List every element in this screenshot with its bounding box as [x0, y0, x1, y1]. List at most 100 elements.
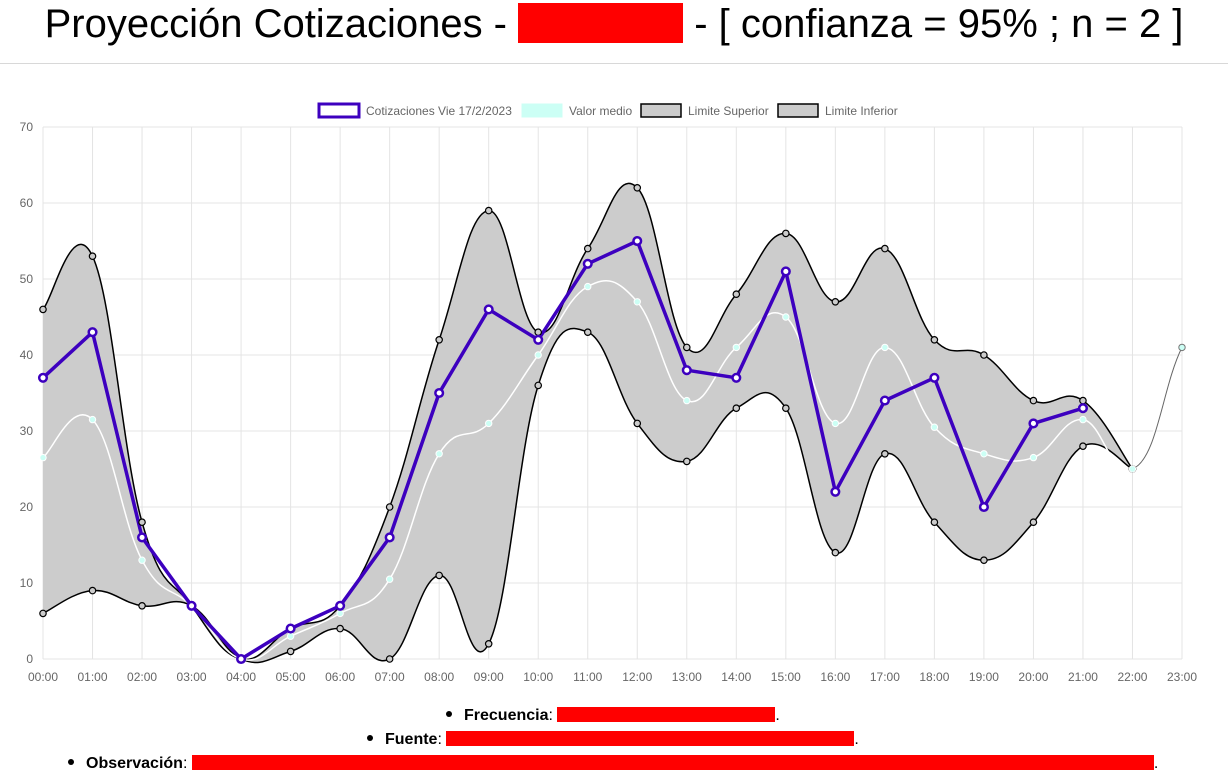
upper-limit-point	[534, 328, 543, 337]
mean-point	[484, 419, 493, 428]
lower-limit-point	[435, 571, 443, 580]
x-tick-label: 04:00	[226, 670, 256, 684]
lower-limit-point	[138, 601, 146, 610]
page-title: Proyección Cotizaciones - - [ confianza …	[0, 0, 1228, 48]
x-tick-label: 07:00	[375, 670, 405, 684]
upper-limit-point	[583, 244, 592, 253]
lower-limit-point	[1029, 518, 1038, 527]
y-tick-label: 30	[20, 424, 34, 438]
cotizaciones-point	[37, 372, 49, 383]
mean-point	[980, 450, 988, 458]
cotizaciones-point	[780, 266, 791, 277]
title-prefix: Proyección Cotizaciones -	[44, 2, 519, 46]
cotizaciones-point	[434, 387, 445, 399]
title-suffix: - [ confianza = 95% ; n = 2 ]	[683, 2, 1184, 46]
note-observacion: Observación: .	[68, 754, 1158, 774]
mean-line	[42, 279, 1183, 661]
cotizaciones-point	[879, 395, 890, 406]
upper-limit-point	[88, 252, 97, 261]
x-tick-label: 13:00	[672, 670, 702, 684]
lower-limit-point	[831, 548, 840, 557]
projection-chart: 0 10 20 30 40 50 60 70 00:00 01:00 02:00 03:00 04:00…	[20, 102, 1197, 684]
mean-point	[385, 575, 394, 583]
observacion-label: Observación	[86, 755, 183, 772]
x-tick-label: 20:00	[1018, 670, 1048, 684]
fuente-redaction	[446, 731, 855, 746]
observacion-redaction	[191, 755, 1154, 770]
series-points	[37, 184, 1186, 665]
legend-label: Limite Inferior	[825, 104, 898, 118]
bullet-icon	[446, 711, 452, 717]
upper-limit-point	[831, 297, 840, 306]
mean-point	[1128, 465, 1137, 473]
mean-point	[831, 419, 840, 428]
cotizaciones-line	[41, 239, 1084, 661]
frecuencia-redaction	[557, 707, 776, 722]
x-tick-label: 10:00	[523, 670, 553, 684]
upper-limit-point	[138, 518, 146, 527]
upper-limit-point	[39, 305, 47, 314]
fuente-label: Fuente	[385, 731, 438, 748]
cotizaciones-point	[731, 372, 742, 383]
x-tick-label: 03:00	[177, 670, 207, 684]
x-tick-label: 09:00	[474, 670, 504, 684]
y-tick-label: 60	[20, 196, 34, 210]
confidence-band	[43, 183, 1133, 663]
cotizaciones-point	[186, 600, 197, 611]
x-tick-label: 06:00	[325, 670, 355, 684]
legend-label: Cotizaciones Vie 17/2/2023	[366, 104, 512, 118]
upper-limit-point	[782, 229, 790, 238]
mean-point	[1079, 415, 1087, 424]
lower-limit-point	[782, 404, 790, 413]
mean-point	[782, 313, 790, 321]
upper-limit-point	[930, 335, 939, 344]
x-tick-label: 05:00	[276, 670, 306, 684]
x-tick-label: 12:00	[622, 670, 652, 684]
lower-limit-point	[88, 586, 97, 595]
fuente-end: .	[854, 731, 859, 748]
mean-point	[88, 415, 97, 424]
mean-point	[286, 632, 295, 640]
x-tick-label: 16:00	[820, 670, 850, 684]
cotizaciones-point	[978, 501, 989, 513]
lower-limit-point	[881, 449, 889, 458]
x-tick-label: 23:00	[1167, 670, 1197, 684]
cotizaciones-point	[285, 623, 296, 634]
lower-limit-point	[583, 328, 592, 337]
note-frecuencia: Frecuencia: .	[446, 706, 780, 726]
legend-label: Limite Superior	[688, 104, 769, 118]
upper-limit-point	[1029, 396, 1038, 405]
mean-point	[1029, 453, 1038, 462]
x-tick-label: 02:00	[127, 670, 157, 684]
note-fuente: Fuente: .	[367, 730, 859, 750]
lower-limit-point	[385, 655, 394, 663]
x-tick-label: 15:00	[771, 670, 801, 684]
x-tick-label: 17:00	[870, 670, 900, 684]
x-tick-label: 14:00	[721, 670, 751, 684]
x-tick-label: 08:00	[424, 670, 454, 684]
observacion-end: .	[1153, 755, 1159, 772]
cotizaciones-point	[830, 486, 841, 497]
y-tick-label: 20	[20, 500, 34, 514]
y-tick-label: 70	[20, 120, 34, 134]
mean-point	[633, 298, 641, 306]
lower-limit-point	[534, 381, 543, 390]
lower-limit-point	[980, 556, 988, 565]
cotizaciones-point	[335, 600, 346, 611]
lower-limit-point	[633, 419, 642, 428]
title-redaction	[518, 3, 684, 43]
lower-limit-point	[930, 518, 939, 527]
x-tick-label: 19:00	[969, 670, 999, 684]
cotizaciones-point	[136, 532, 148, 543]
legend-swatch	[640, 103, 682, 118]
legend[interactable]: Cotizaciones Vie 17/2/2023 Valor medio Lim…	[317, 102, 898, 119]
upper-limit-point	[881, 244, 889, 253]
lower-limit-point	[1079, 442, 1087, 451]
mean-point	[138, 556, 146, 564]
x-tick-label: 01:00	[78, 670, 108, 684]
y-tick-label: 40	[20, 348, 34, 362]
mean-point	[39, 453, 47, 462]
mean-point	[930, 423, 939, 431]
cotizaciones-point	[632, 235, 643, 247]
mean-point	[1178, 343, 1186, 352]
